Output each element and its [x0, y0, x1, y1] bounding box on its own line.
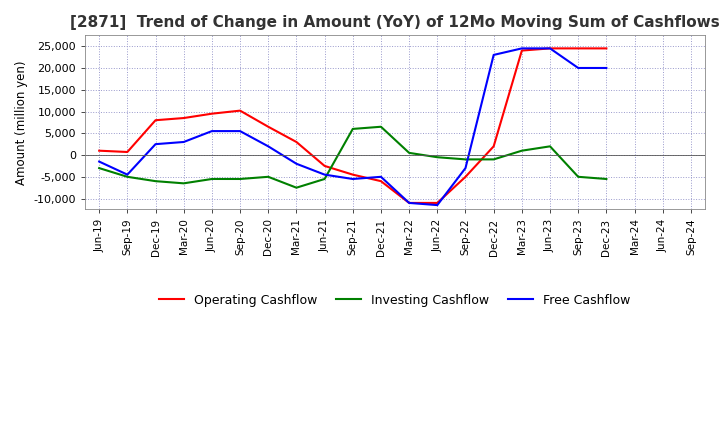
Free Cashflow [264, 144, 273, 149]
Investing Cashflow [123, 174, 132, 180]
Free Cashflow [490, 52, 498, 58]
Operating Cashflow [235, 108, 244, 113]
Investing Cashflow [235, 176, 244, 182]
Free Cashflow [320, 172, 329, 177]
Investing Cashflow [546, 144, 554, 149]
Operating Cashflow [207, 111, 216, 116]
Investing Cashflow [292, 185, 301, 191]
Free Cashflow [462, 165, 470, 171]
Line: Investing Cashflow: Investing Cashflow [99, 127, 606, 188]
Investing Cashflow [433, 154, 441, 160]
Line: Operating Cashflow: Operating Cashflow [99, 48, 606, 203]
Investing Cashflow [264, 174, 273, 180]
Investing Cashflow [320, 176, 329, 182]
Operating Cashflow [405, 200, 413, 205]
Free Cashflow [518, 46, 526, 51]
Free Cashflow [405, 200, 413, 205]
Y-axis label: Amount (million yen): Amount (million yen) [15, 60, 28, 185]
Operating Cashflow [95, 148, 104, 153]
Operating Cashflow [377, 179, 385, 184]
Operating Cashflow [462, 174, 470, 180]
Investing Cashflow [95, 165, 104, 171]
Operating Cashflow [292, 139, 301, 145]
Free Cashflow [602, 66, 611, 71]
Free Cashflow [348, 176, 357, 182]
Operating Cashflow [264, 124, 273, 129]
Legend: Operating Cashflow, Investing Cashflow, Free Cashflow: Operating Cashflow, Investing Cashflow, … [154, 289, 636, 312]
Operating Cashflow [179, 115, 188, 121]
Free Cashflow [292, 161, 301, 166]
Free Cashflow [123, 172, 132, 177]
Operating Cashflow [574, 46, 582, 51]
Investing Cashflow [179, 181, 188, 186]
Free Cashflow [179, 139, 188, 145]
Investing Cashflow [377, 124, 385, 129]
Free Cashflow [207, 128, 216, 134]
Investing Cashflow [602, 176, 611, 182]
Free Cashflow [574, 66, 582, 71]
Operating Cashflow [518, 48, 526, 53]
Free Cashflow [546, 46, 554, 51]
Operating Cashflow [151, 117, 160, 123]
Operating Cashflow [490, 144, 498, 149]
Free Cashflow [377, 174, 385, 180]
Free Cashflow [235, 128, 244, 134]
Investing Cashflow [405, 150, 413, 155]
Free Cashflow [95, 159, 104, 164]
Operating Cashflow [123, 149, 132, 154]
Line: Free Cashflow: Free Cashflow [99, 48, 606, 205]
Investing Cashflow [518, 148, 526, 153]
Investing Cashflow [490, 157, 498, 162]
Operating Cashflow [602, 46, 611, 51]
Investing Cashflow [207, 176, 216, 182]
Operating Cashflow [546, 46, 554, 51]
Operating Cashflow [348, 172, 357, 177]
Free Cashflow [151, 142, 160, 147]
Investing Cashflow [574, 174, 582, 180]
Free Cashflow [433, 202, 441, 208]
Title: [2871]  Trend of Change in Amount (YoY) of 12Mo Moving Sum of Cashflows: [2871] Trend of Change in Amount (YoY) o… [70, 15, 720, 30]
Operating Cashflow [320, 163, 329, 169]
Investing Cashflow [151, 179, 160, 184]
Operating Cashflow [433, 200, 441, 205]
Investing Cashflow [348, 126, 357, 132]
Investing Cashflow [462, 157, 470, 162]
